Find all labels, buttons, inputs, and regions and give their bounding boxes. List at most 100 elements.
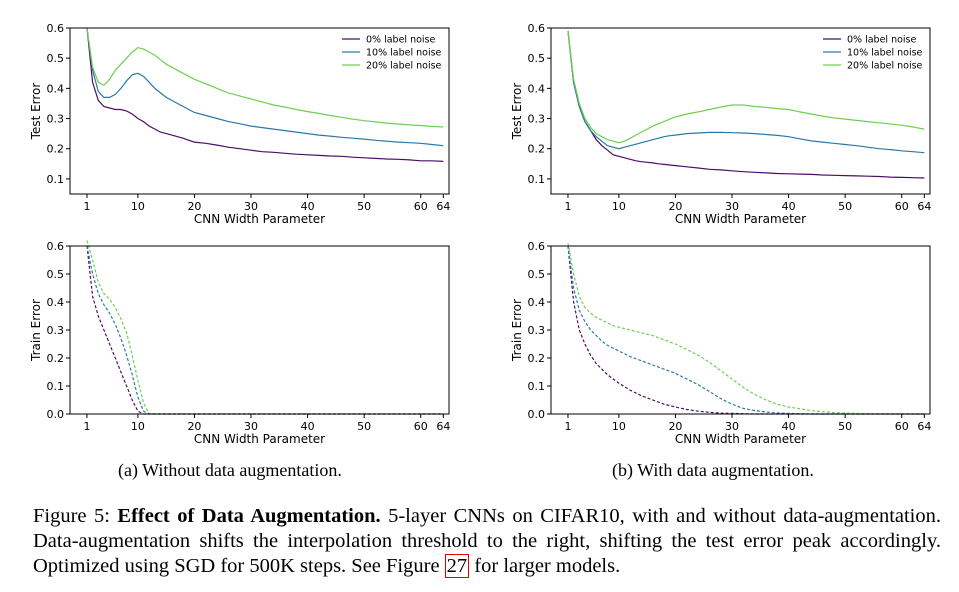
x-tick-label: 20 — [187, 200, 201, 213]
figure-panels: 1 10 20 30 40 50 60 64 0.1 0.2 0.3 0.4 0.5 0.6 CNN Wid… — [29, 22, 931, 446]
y-tick-label: 0.5 — [528, 52, 546, 65]
x-tick-label: 1 — [564, 200, 571, 213]
x-axis-label: CNN Width Parameter — [194, 212, 325, 226]
x-tick-label: 1 — [564, 420, 571, 433]
y-tick-label: 0.2 — [528, 143, 546, 156]
y-tick-label: 0.1 — [528, 173, 546, 186]
x-tick-label: 64 — [436, 420, 450, 433]
x-tick-label: 64 — [917, 200, 931, 213]
x-tick-label: 20 — [668, 200, 682, 213]
legend-label-2: 20% label noise — [366, 61, 442, 72]
subcaption-a: (a) Without data augmentation. — [118, 460, 342, 480]
chart-b-train: 1 10 20 30 40 50 60 64 0.0 0.1 0.2 0.3 0.4 0.5 0.6 CNN … — [510, 240, 931, 446]
x-tick-label: 30 — [244, 420, 258, 433]
y-tick-label: 0.3 — [47, 324, 65, 337]
x-tick-label: 20 — [187, 420, 201, 433]
x-tick-label: 30 — [725, 420, 739, 433]
x-tick-label: 64 — [436, 200, 450, 213]
x-tick-label: 20 — [668, 420, 682, 433]
series-line-0 — [86, 245, 444, 415]
x-axis-label: CNN Width Parameter — [194, 432, 325, 446]
x-tick-label: 40 — [782, 420, 796, 433]
axes-frame — [69, 245, 450, 415]
y-tick-label: 0.4 — [47, 82, 65, 95]
x-axis-label: CNN Width Parameter — [675, 212, 806, 226]
y-axis-label: Train Error — [510, 299, 524, 362]
series-line-1 — [86, 27, 444, 147]
series-line-2 — [567, 30, 925, 144]
figure-caption: Figure 5: Effect of Data Augmentation. 5… — [33, 504, 941, 579]
axes-frame — [550, 245, 931, 415]
y-axis-label: Test Error — [510, 83, 524, 141]
y-tick-label: 0.5 — [528, 268, 546, 281]
x-tick-label: 40 — [301, 200, 315, 213]
y-tick-label: 0.3 — [528, 113, 546, 126]
y-tick-label: 0.4 — [47, 296, 65, 309]
x-tick-label: 30 — [244, 200, 258, 213]
y-tick-label: 0.6 — [528, 240, 546, 253]
x-tick-label: 40 — [782, 200, 796, 213]
legend-label-2: 20% label noise — [847, 61, 923, 72]
x-tick-label: 10 — [131, 200, 145, 213]
x-tick-label: 1 — [83, 420, 90, 433]
y-tick-label: 0.1 — [528, 380, 546, 393]
x-tick-label: 10 — [612, 200, 626, 213]
x-tick-label: 60 — [895, 420, 909, 433]
series-line-1 — [567, 245, 925, 415]
y-tick-label: 0.5 — [47, 268, 65, 281]
axes-frame — [69, 27, 450, 195]
figure-label: Figure 5: — [33, 505, 110, 527]
series-line-2 — [86, 27, 444, 128]
y-tick-label: 0.1 — [47, 380, 65, 393]
chart-b-test: 1 10 20 30 40 50 60 64 0.1 0.2 0.3 0.4 0.5 0.6 CNN Wid… — [510, 22, 931, 226]
figure-title: Effect of Data Augmentation. — [117, 505, 381, 527]
y-axis-label: Train Error — [29, 299, 43, 362]
series-line-0 — [567, 30, 925, 179]
x-tick-label: 50 — [357, 420, 371, 433]
y-tick-label: 0.4 — [528, 296, 546, 309]
x-tick-label: 60 — [414, 420, 428, 433]
x-tick-label: 64 — [917, 420, 931, 433]
x-tick-label: 10 — [612, 420, 626, 433]
y-tick-label: 0.6 — [47, 240, 65, 253]
y-tick-label: 0.0 — [47, 408, 65, 421]
y-axis-label: Test Error — [29, 83, 43, 141]
legend-label-0: 0% label noise — [847, 35, 917, 46]
x-tick-label: 50 — [838, 420, 852, 433]
x-tick-label: 60 — [414, 200, 428, 213]
y-tick-label: 0.0 — [528, 408, 546, 421]
y-tick-label: 0.4 — [528, 82, 546, 95]
series-line-1 — [86, 245, 444, 415]
y-tick-label: 0.5 — [47, 52, 65, 65]
axes-frame — [550, 27, 931, 195]
figure-body-end: for larger models. — [474, 555, 621, 577]
series-line-0 — [567, 245, 925, 415]
x-tick-label: 50 — [838, 200, 852, 213]
y-tick-label: 0.3 — [47, 113, 65, 126]
x-tick-label: 60 — [895, 200, 909, 213]
figure-body: 5-layer CNNs on CIFAR10, with and withou… — [33, 505, 942, 577]
series-line-2 — [567, 243, 925, 415]
x-axis-label: CNN Width Parameter — [675, 432, 806, 446]
chart-a-test: 1 10 20 30 40 50 60 64 0.1 0.2 0.3 0.4 0.5 0.6 CNN Wid… — [29, 22, 450, 226]
x-tick-label: 40 — [301, 420, 315, 433]
legend-label-0: 0% label noise — [366, 35, 436, 46]
chart-a-train: 1 10 20 30 40 50 60 64 0.0 0.1 0.2 0.3 0.4 0.5 0.6 CNN … — [29, 240, 450, 446]
y-tick-label: 0.6 — [528, 22, 546, 35]
figure-ref-link[interactable]: 27 — [444, 554, 470, 578]
legend-label-1: 10% label noise — [366, 48, 442, 59]
y-tick-label: 0.1 — [47, 173, 65, 186]
x-tick-label: 1 — [83, 200, 90, 213]
y-tick-label: 0.2 — [528, 352, 546, 365]
y-tick-label: 0.2 — [47, 143, 65, 156]
y-tick-label: 0.3 — [528, 324, 546, 337]
subcaption-b: (b) With data augmentation. — [612, 460, 814, 480]
series-line-0 — [86, 27, 444, 162]
legend-label-1: 10% label noise — [847, 48, 923, 59]
y-tick-label: 0.6 — [47, 22, 65, 35]
x-tick-label: 50 — [357, 200, 371, 213]
x-tick-label: 30 — [725, 200, 739, 213]
series-line-1 — [567, 30, 925, 154]
legend: 0% label noise 10% label noise 20% label n… — [823, 35, 923, 72]
series-line-2 — [86, 240, 444, 415]
